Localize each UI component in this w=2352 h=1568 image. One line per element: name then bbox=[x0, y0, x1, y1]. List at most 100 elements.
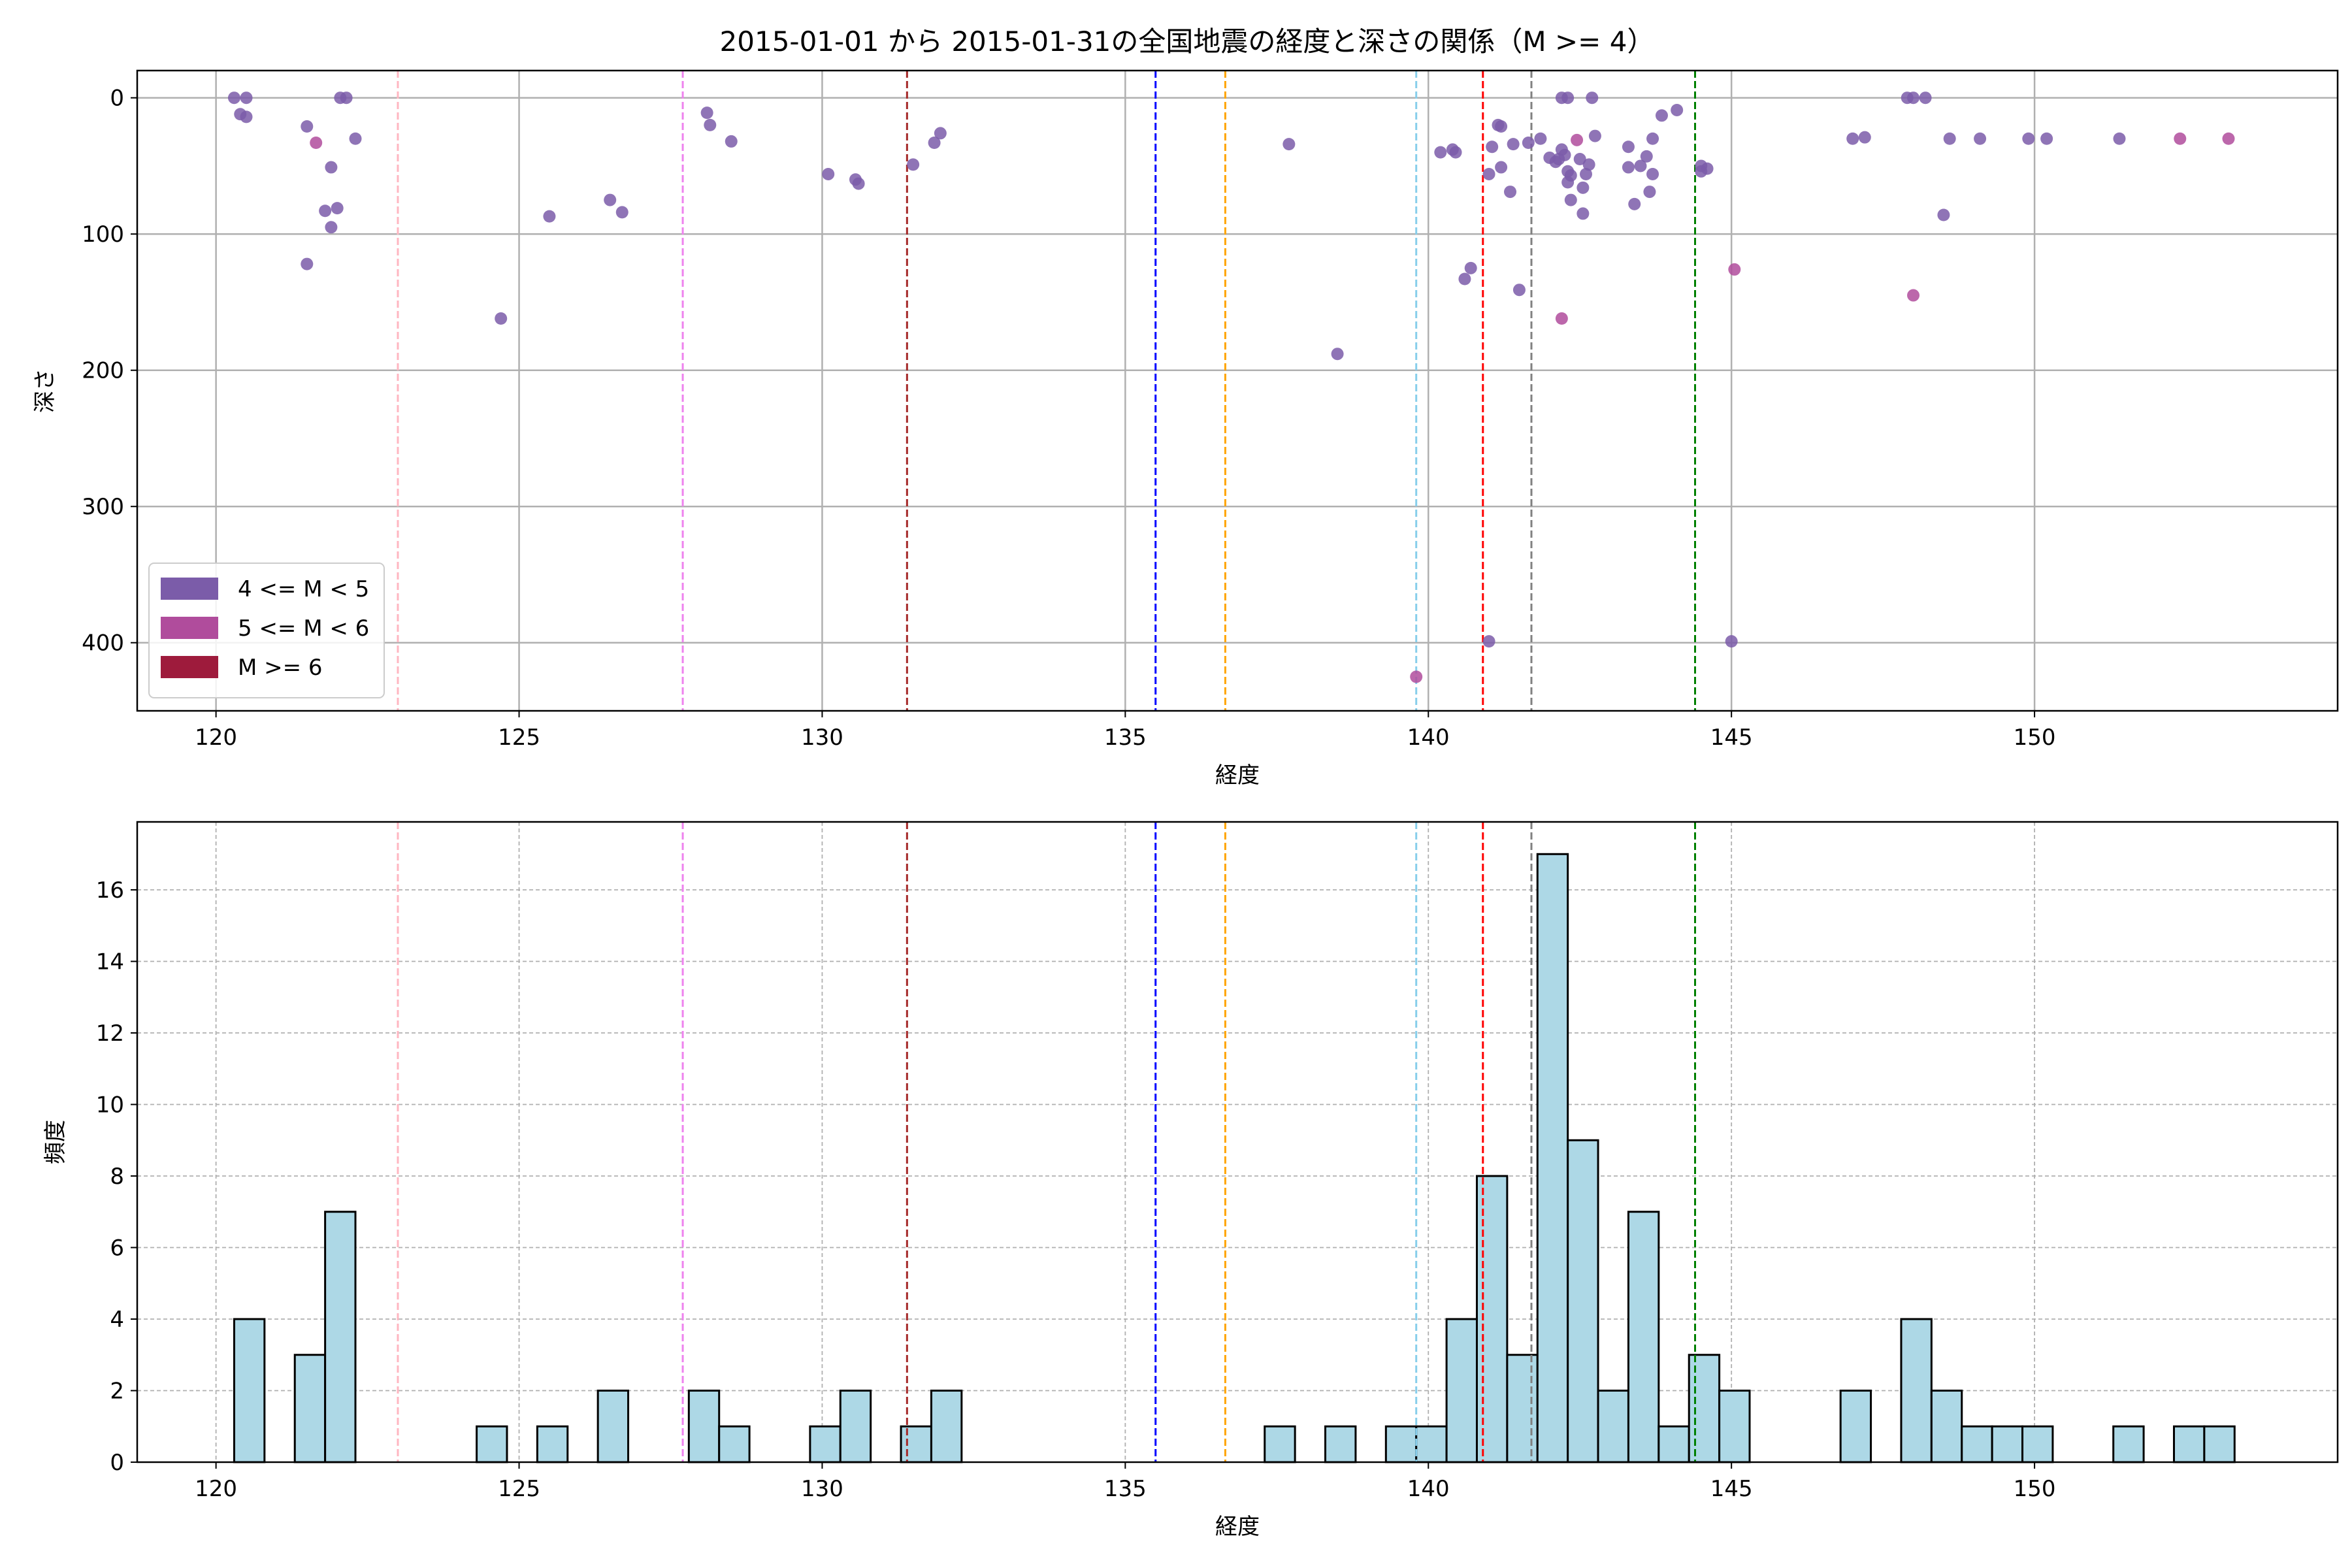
histogram-y-tick-label: 16 bbox=[96, 877, 124, 904]
scatter-point bbox=[1858, 131, 1871, 144]
scatter-point bbox=[1622, 140, 1635, 154]
histogram-bar bbox=[536, 1425, 569, 1463]
scatter-y-tick-label: 0 bbox=[110, 86, 124, 112]
histogram-bar bbox=[1839, 1390, 1872, 1463]
scatter-point bbox=[1919, 91, 1932, 105]
scatter-point bbox=[2174, 132, 2187, 145]
scatter-point bbox=[1449, 146, 1462, 159]
histogram-bar bbox=[839, 1390, 872, 1463]
scatter-point bbox=[1564, 169, 1577, 182]
scatter-point bbox=[1701, 162, 1714, 175]
histogram-bar bbox=[687, 1390, 721, 1463]
histogram-bar bbox=[1567, 1139, 1599, 1463]
histogram-bar bbox=[324, 1211, 357, 1463]
scatter-y-ticks: 0 100 200 300 400 bbox=[82, 86, 137, 657]
scatter-point bbox=[319, 204, 332, 218]
scatter-point bbox=[1507, 138, 1520, 151]
histogram-bar bbox=[2203, 1425, 2236, 1463]
scatter-point bbox=[325, 221, 338, 234]
scatter-point bbox=[700, 106, 713, 120]
histogram-bar bbox=[2112, 1425, 2145, 1463]
scatter-point bbox=[1634, 159, 1647, 172]
histogram-bar bbox=[233, 1318, 266, 1463]
scatter-point bbox=[1586, 91, 1599, 105]
histogram-bar bbox=[1536, 853, 1569, 1463]
histogram-y-tick-label: 2 bbox=[110, 1379, 124, 1405]
scatter-point bbox=[1571, 133, 1584, 146]
scatter-point bbox=[934, 127, 947, 140]
scatter-point bbox=[1588, 129, 1601, 142]
histogram-bar bbox=[293, 1354, 327, 1463]
histogram-bar bbox=[1627, 1211, 1660, 1463]
scatter-point bbox=[1434, 146, 1447, 159]
scatter-point bbox=[1282, 138, 1296, 151]
scatter-point bbox=[1573, 153, 1586, 166]
histogram-y-tick-label: 0 bbox=[110, 1450, 124, 1476]
legend-label: M >= 6 bbox=[238, 655, 323, 681]
scatter-y-tick-label: 400 bbox=[82, 630, 124, 657]
legend-swatch bbox=[161, 656, 218, 678]
histogram-x-tick-label: 145 bbox=[1710, 1476, 1753, 1502]
figure-title: 2015-01-01 から 2015-01-31の全国地震の経度と深さの関係（M… bbox=[720, 25, 1655, 57]
scatter-point bbox=[1410, 670, 1423, 683]
histogram-y-tick-label: 14 bbox=[96, 949, 124, 975]
histogram-bar bbox=[1415, 1425, 1448, 1463]
scatter-point bbox=[1582, 158, 1595, 171]
scatter-axes-frame bbox=[136, 69, 2339, 712]
scatter-point bbox=[928, 137, 941, 150]
scatter-grid bbox=[137, 71, 2338, 711]
scatter-point bbox=[349, 132, 362, 145]
histogram-bar bbox=[930, 1390, 963, 1463]
scatter-point bbox=[1628, 197, 1641, 210]
scatter-x-tick-label: 125 bbox=[498, 725, 540, 751]
histogram-bar bbox=[2021, 1425, 2054, 1463]
legend-swatch bbox=[161, 617, 218, 639]
scatter-point bbox=[310, 137, 323, 150]
scatter-point bbox=[1482, 635, 1495, 648]
scatter-point bbox=[1579, 167, 1592, 180]
histogram-bar bbox=[1961, 1425, 1993, 1463]
legend-swatch bbox=[161, 578, 218, 600]
scatter-points bbox=[227, 91, 2235, 683]
histogram: 120 125 130 135 140 145 150 0 2 4 6 8 10 12 14 16 経度 頻… bbox=[42, 821, 2339, 1540]
histogram-bar bbox=[1324, 1425, 1357, 1463]
histogram-x-ticks: 120 125 130 135 140 145 150 bbox=[195, 1462, 2056, 1502]
histogram-bar bbox=[1930, 1390, 1963, 1463]
scatter-point bbox=[1458, 272, 1471, 286]
scatter-point bbox=[704, 118, 717, 131]
scatter-point bbox=[543, 210, 556, 223]
scatter-x-tick-label: 120 bbox=[195, 725, 237, 751]
scatter-point bbox=[1643, 186, 1656, 199]
scatter-legend: 4 <= M < 5 5 <= M < 6 M >= 6 bbox=[148, 563, 385, 698]
scatter-y-tick-label: 200 bbox=[82, 358, 124, 384]
histogram-bar bbox=[1384, 1425, 1418, 1463]
scatter-x-tick-label: 130 bbox=[801, 725, 843, 751]
scatter-x-tick-label: 145 bbox=[1710, 725, 1753, 751]
scatter-point bbox=[725, 135, 738, 148]
histogram-bar bbox=[596, 1390, 630, 1463]
scatter-y-tick-label: 100 bbox=[82, 221, 124, 248]
scatter-point bbox=[301, 257, 314, 270]
histogram-bar bbox=[809, 1425, 841, 1463]
histogram-bar bbox=[1991, 1425, 2024, 1463]
scatter-plot: 120 125 130 135 140 145 150 0 100 200 300 400 経度 深… bbox=[32, 69, 2339, 789]
scatter-point bbox=[1655, 109, 1668, 122]
scatter-point bbox=[1558, 148, 1571, 161]
histogram-bar bbox=[1597, 1390, 1629, 1463]
scatter-point bbox=[1534, 132, 1547, 145]
scatter-point bbox=[331, 202, 344, 215]
histogram-bar bbox=[1264, 1425, 1296, 1463]
scatter-point bbox=[1943, 132, 1956, 145]
histogram-y-tick-label: 6 bbox=[110, 1235, 124, 1262]
scatter-point bbox=[227, 91, 240, 105]
histogram-x-axis-label: 経度 bbox=[1215, 1514, 1260, 1540]
scatter-point bbox=[240, 110, 253, 123]
scatter-point bbox=[1622, 161, 1635, 174]
scatter-point bbox=[1728, 263, 1741, 276]
scatter-point bbox=[1640, 150, 1653, 163]
scatter-point bbox=[1486, 140, 1499, 154]
scatter-point bbox=[301, 120, 314, 133]
histogram-bar bbox=[1445, 1318, 1478, 1463]
